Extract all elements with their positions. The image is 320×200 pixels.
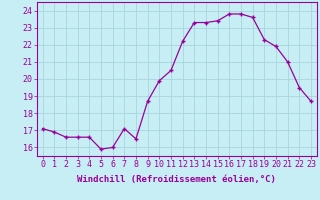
X-axis label: Windchill (Refroidissement éolien,°C): Windchill (Refroidissement éolien,°C)	[77, 175, 276, 184]
